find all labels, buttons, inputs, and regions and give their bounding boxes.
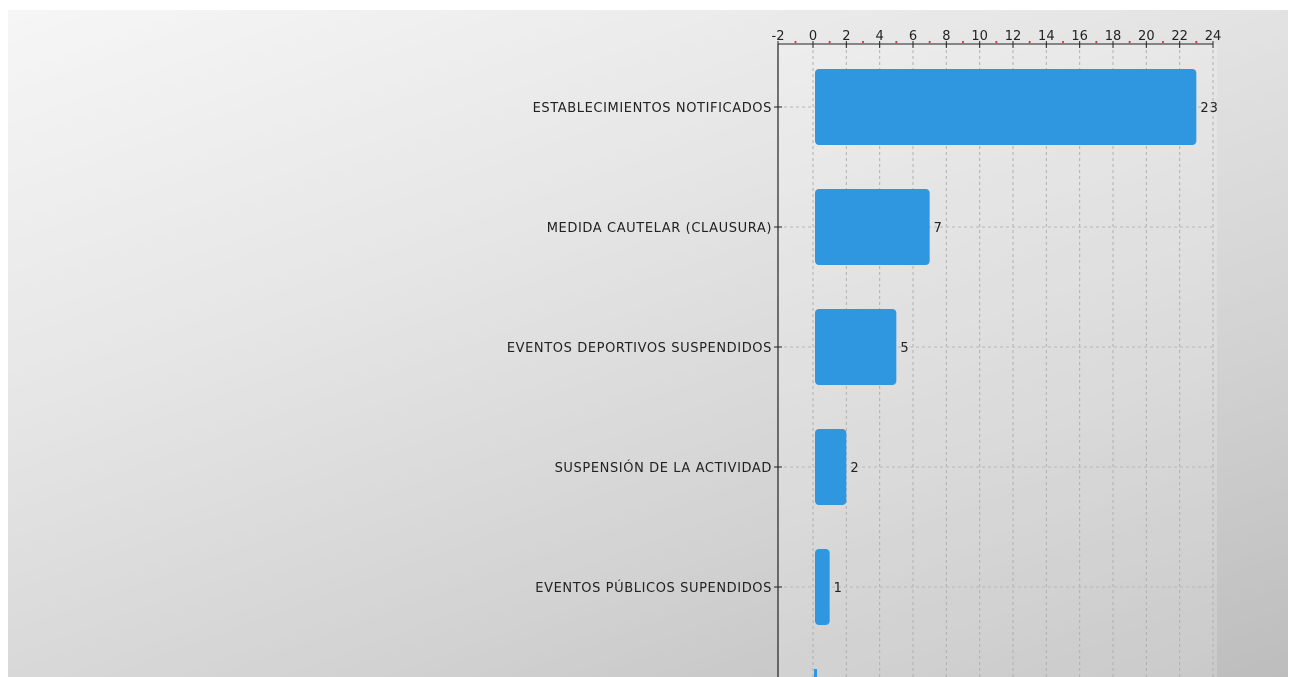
category-label-0: ESTABLECIMIENTOS NOTIFICADOS bbox=[533, 101, 772, 116]
x-minor-tick-4 bbox=[928, 40, 931, 44]
x-minor-tick-5 bbox=[961, 40, 965, 44]
x-tick-label-13: 24 bbox=[1205, 29, 1222, 44]
bar-3 bbox=[815, 429, 847, 505]
x-tick-label-8: 14 bbox=[1038, 29, 1055, 44]
value-label-2: 5 bbox=[900, 341, 909, 356]
x-minor-tick-7 bbox=[1028, 40, 1031, 44]
value-label-3: 2 bbox=[850, 461, 859, 476]
x-minor-tick-6 bbox=[995, 40, 998, 44]
x-tick-label-7: 12 bbox=[1005, 29, 1022, 44]
bar-chart: -2 0 2 4 6 8 10 12 14 16 18 20 22 24ESTABLECIMIENTOS … bbox=[507, 29, 1222, 677]
x-minor-tick-8 bbox=[1061, 40, 1065, 44]
x-tick-label-12: 22 bbox=[1171, 29, 1188, 44]
x-minor-tick-9 bbox=[1095, 40, 1098, 44]
x-minor-tick-3 bbox=[895, 40, 898, 44]
value-label-0: 23 bbox=[1200, 101, 1219, 116]
bar-0 bbox=[815, 69, 1197, 145]
x-tick-label-9: 16 bbox=[1071, 29, 1088, 44]
bar-4 bbox=[815, 549, 830, 625]
x-tick-label-4: 6 bbox=[909, 29, 917, 44]
x-tick-label-1: 0 bbox=[809, 29, 817, 44]
x-tick-label-11: 20 bbox=[1138, 29, 1155, 44]
bar-1 bbox=[815, 189, 930, 265]
value-label-1: 7 bbox=[934, 221, 943, 236]
x-minor-tick-1 bbox=[828, 40, 831, 44]
value-label-4: 1 bbox=[834, 581, 843, 596]
chart-canvas: -2 0 2 4 6 8 10 12 14 16 18 20 22 24 ESTABLECIMIENTOS … bbox=[8, 10, 1288, 677]
category-label-3: SUSPENSIÓN DE LA ACTIVIDAD bbox=[555, 460, 772, 476]
x-minor-tick-2 bbox=[861, 40, 865, 44]
x-tick-label-3: 4 bbox=[876, 29, 884, 44]
x-tick-label-2: 2 bbox=[842, 29, 850, 44]
bar-2 bbox=[815, 309, 897, 385]
x-tick-label-6: 10 bbox=[971, 29, 988, 44]
bar-partial bbox=[814, 669, 817, 677]
x-tick-label-10: 18 bbox=[1105, 29, 1122, 44]
category-label-2: EVENTOS DEPORTIVOS SUSPENDIDOS bbox=[507, 341, 772, 356]
x-minor-tick-0 bbox=[794, 40, 797, 44]
x-minor-tick-10 bbox=[1128, 40, 1131, 44]
category-label-4: EVENTOS PÚBLICOS SUPENDIDOS bbox=[535, 580, 772, 596]
category-label-1: MEDIDA CAUTELAR (CLAUSURA) bbox=[547, 221, 772, 236]
x-tick-label-0: -2 bbox=[772, 29, 785, 44]
x-minor-tick-12 bbox=[1195, 40, 1198, 44]
x-tick-label-5: 8 bbox=[942, 29, 950, 44]
x-minor-tick-11 bbox=[1161, 40, 1165, 44]
